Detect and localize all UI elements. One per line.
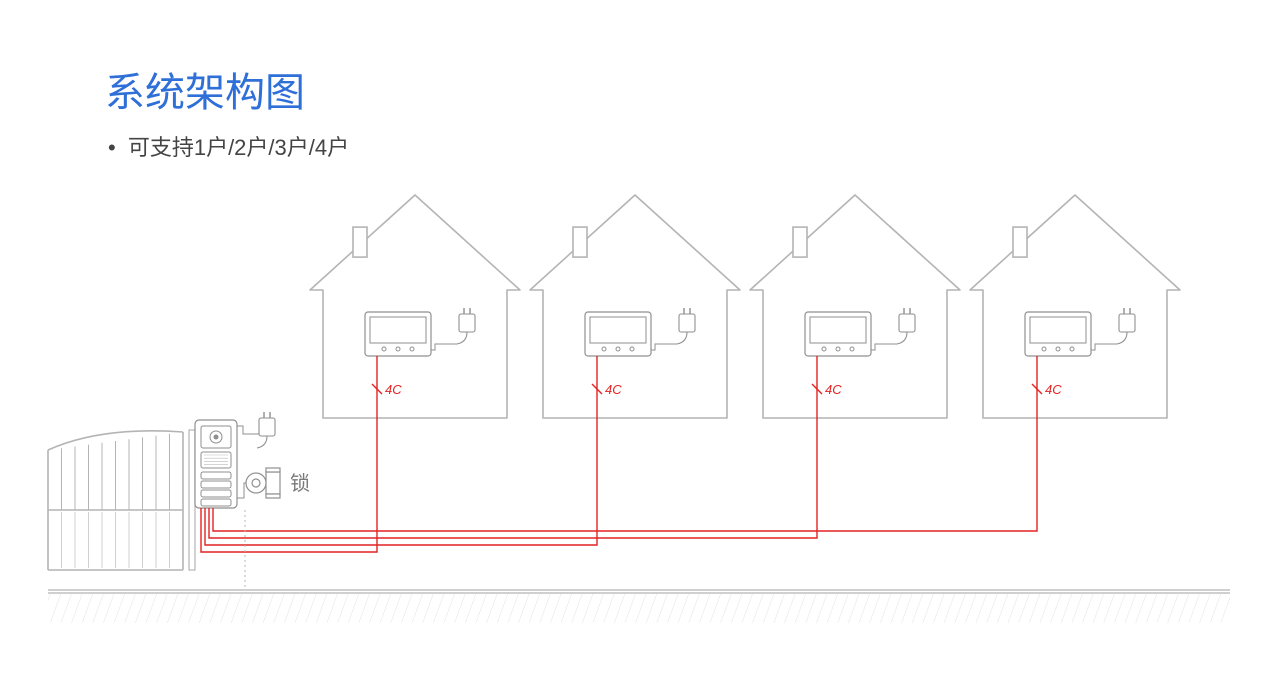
house: 4C <box>970 195 1180 418</box>
house: 4C <box>310 195 520 418</box>
indoor-monitor <box>585 312 651 356</box>
gate-post <box>189 430 195 570</box>
wire-label: 4C <box>1045 382 1062 397</box>
indoor-monitor <box>365 312 431 356</box>
architecture-diagram: 锁 4C 4C 4C 4C <box>0 0 1273 675</box>
house: 4C <box>530 195 740 418</box>
ground-hatch <box>48 593 1230 623</box>
bus-wire <box>213 418 1037 531</box>
wire-label: 4C <box>385 382 402 397</box>
wire-label: 4C <box>605 382 622 397</box>
gate <box>48 431 183 570</box>
lock-label: 锁 <box>290 472 310 495</box>
indoor-monitor <box>805 312 871 356</box>
door-station <box>195 412 275 508</box>
house: 4C <box>750 195 960 418</box>
wire-label: 4C <box>825 382 842 397</box>
lock-icon: 锁 <box>237 468 310 498</box>
door-station-adapter <box>257 412 275 448</box>
indoor-monitor <box>1025 312 1091 356</box>
